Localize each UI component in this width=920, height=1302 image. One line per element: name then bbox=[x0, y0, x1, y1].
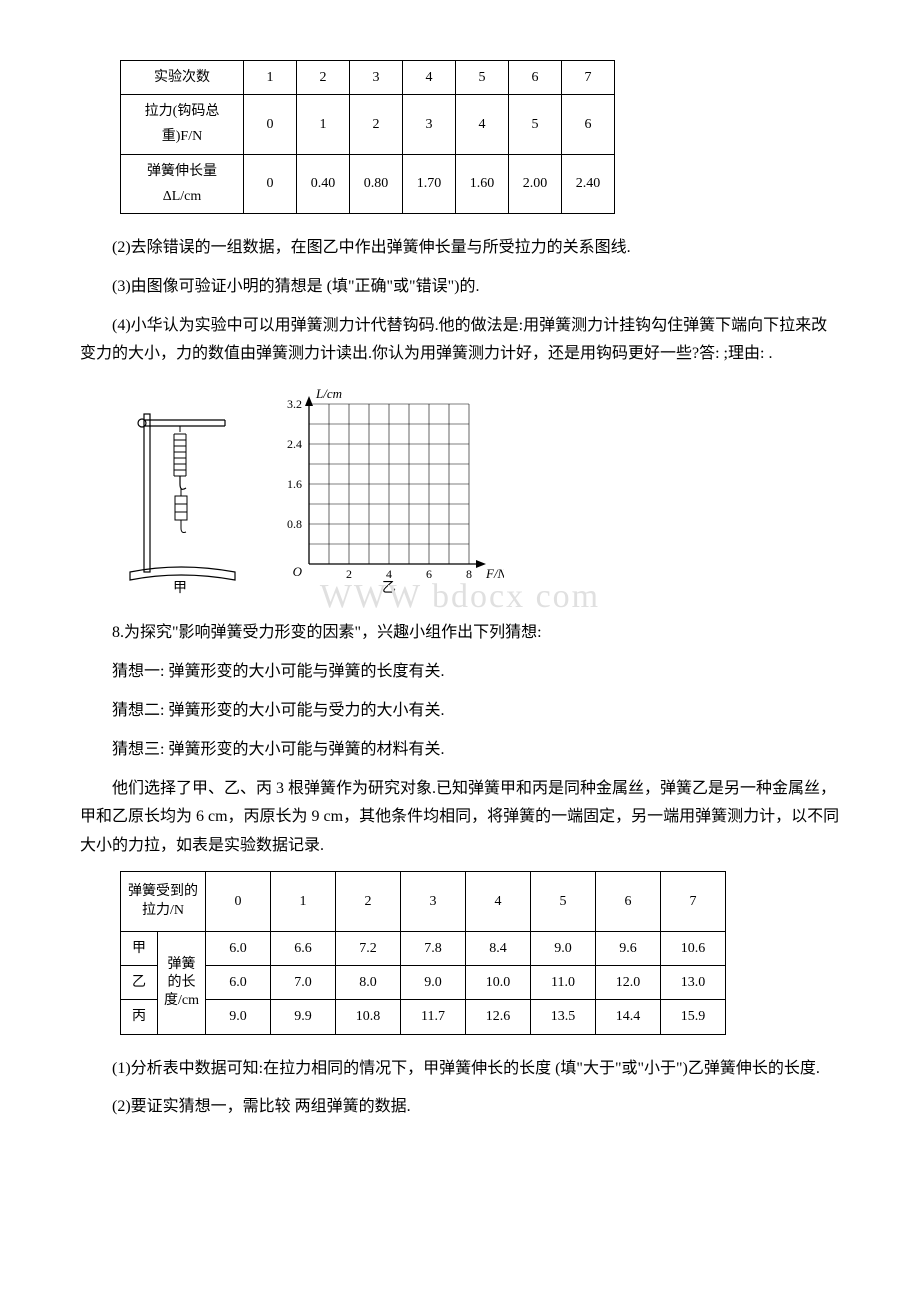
table-cell: 2 bbox=[336, 871, 401, 931]
chart-ylabel: L/cm bbox=[315, 386, 342, 401]
table-cell: 2 bbox=[350, 95, 403, 154]
question-8-intro: 8.为探究"影响弹簧受力形变的因素"，兴趣小组作出下列猜想: bbox=[80, 619, 840, 648]
figure-caption-right: 乙 bbox=[382, 580, 396, 594]
figure-caption-left: 甲 bbox=[173, 581, 187, 594]
row-label-yi: 乙 bbox=[121, 966, 158, 1000]
table-cell: 9.9 bbox=[271, 1000, 336, 1034]
table-cell: 5 bbox=[456, 61, 509, 95]
guess-1: 猜想一: 弹簧形变的大小可能与弹簧的长度有关. bbox=[80, 658, 840, 687]
apparatus-figure: 甲 bbox=[120, 384, 250, 594]
table-cell: 0 bbox=[244, 154, 297, 213]
table-head-cell: 拉力(钩码总重)F/N bbox=[121, 95, 244, 154]
table-cell: 9.6 bbox=[596, 932, 661, 966]
table-head-cell: 弹簧受到的拉力/N bbox=[121, 871, 206, 931]
table-cell: 12.6 bbox=[466, 1000, 531, 1034]
row-label-jia: 甲 bbox=[121, 932, 158, 966]
table-cell: 11.0 bbox=[531, 966, 596, 1000]
ytick: 1.6 bbox=[287, 477, 302, 491]
grid-chart: L/cm 0.8 1.6 bbox=[254, 384, 504, 594]
table-cell: 13.0 bbox=[661, 966, 726, 1000]
chart-origin: O bbox=[293, 564, 303, 579]
xtick: 8 bbox=[466, 567, 472, 581]
table-row: 甲 弹簧的长度/cm 6.0 6.6 7.2 7.8 8.4 9.0 9.6 1… bbox=[121, 932, 726, 966]
table-cell: 1 bbox=[271, 871, 336, 931]
table-cell: 0.40 bbox=[297, 154, 350, 213]
table-cell: 13.5 bbox=[531, 1000, 596, 1034]
table1-wrapper: 实验次数 1 2 3 4 5 6 7 拉力(钩码总重)F/N 0 1 2 3 4… bbox=[120, 60, 840, 214]
question-4: (4)小华认为实验中可以用弹簧测力计代替钩码.他的做法是:用弹簧测力计挂钩勾住弹… bbox=[80, 312, 840, 370]
table-cell: 9.0 bbox=[206, 1000, 271, 1034]
table-cell: 15.9 bbox=[661, 1000, 726, 1034]
question-2: (2)去除错误的一组数据，在图乙中作出弹簧伸长量与所受拉力的关系图线. bbox=[80, 234, 840, 263]
table-row: 弹簧受到的拉力/N 0 1 2 3 4 5 6 7 bbox=[121, 871, 726, 931]
table-cell: 2.40 bbox=[562, 154, 615, 213]
ytick: 3.2 bbox=[287, 397, 302, 411]
chart-xlabel: F/N bbox=[485, 566, 504, 581]
table-cell: 11.7 bbox=[401, 1000, 466, 1034]
guess-3: 猜想三: 弹簧形变的大小可能与弹簧的材料有关. bbox=[80, 736, 840, 765]
table-row: 实验次数 1 2 3 4 5 6 7 bbox=[121, 61, 615, 95]
table-cell: 0 bbox=[244, 95, 297, 154]
table-cell: 6 bbox=[596, 871, 661, 931]
table-cell: 5 bbox=[509, 95, 562, 154]
side-header: 弹簧的长度/cm bbox=[158, 932, 206, 1035]
figure-row: 甲 L/cm bbox=[120, 384, 840, 594]
table-cell: 3 bbox=[350, 61, 403, 95]
table-cell: 6.6 bbox=[271, 932, 336, 966]
table-cell: 10.0 bbox=[466, 966, 531, 1000]
table-cell: 8.0 bbox=[336, 966, 401, 1000]
ytick: 0.8 bbox=[287, 517, 302, 531]
table-cell: 8.4 bbox=[466, 932, 531, 966]
question-8-1: (1)分析表中数据可知:在拉力相同的情况下，甲弹簧伸长的长度 (填"大于"或"小… bbox=[80, 1055, 840, 1084]
table-cell: 14.4 bbox=[596, 1000, 661, 1034]
table-cell: 6 bbox=[509, 61, 562, 95]
xtick: 4 bbox=[386, 567, 392, 581]
table-row: 乙 6.0 7.0 8.0 9.0 10.0 11.0 12.0 13.0 bbox=[121, 966, 726, 1000]
table-cell: 1.60 bbox=[456, 154, 509, 213]
table-cell: 4 bbox=[466, 871, 531, 931]
table-cell: 3 bbox=[403, 95, 456, 154]
guess-2: 猜想二: 弹簧形变的大小可能与受力的大小有关. bbox=[80, 697, 840, 726]
table-row: 丙 9.0 9.9 10.8 11.7 12.6 13.5 14.4 15.9 bbox=[121, 1000, 726, 1034]
xtick: 2 bbox=[346, 567, 352, 581]
table-cell: 9.0 bbox=[401, 966, 466, 1000]
experiment-table-1: 实验次数 1 2 3 4 5 6 7 拉力(钩码总重)F/N 0 1 2 3 4… bbox=[120, 60, 615, 214]
table-cell: 0 bbox=[206, 871, 271, 931]
table-cell: 7.2 bbox=[336, 932, 401, 966]
question-3: (3)由图像可验证小明的猜想是 (填"正确"或"错误")的. bbox=[80, 273, 840, 302]
table-cell: 3 bbox=[401, 871, 466, 931]
table-head-cell: 弹簧伸长量 ΔL/cm bbox=[121, 154, 244, 213]
table-cell: 6.0 bbox=[206, 932, 271, 966]
question-8-body: 他们选择了甲、乙、丙 3 根弹簧作为研究对象.已知弹簧甲和丙是同种金属丝，弹簧乙… bbox=[80, 775, 840, 861]
table-cell: 1.70 bbox=[403, 154, 456, 213]
ytick: 2.4 bbox=[287, 437, 302, 451]
table-cell: 10.6 bbox=[661, 932, 726, 966]
table-cell: 0.80 bbox=[350, 154, 403, 213]
table-cell: 7.8 bbox=[401, 932, 466, 966]
row-label-bing: 丙 bbox=[121, 1000, 158, 1034]
table-cell: 6 bbox=[562, 95, 615, 154]
table-cell: 7.0 bbox=[271, 966, 336, 1000]
table-cell: 10.8 bbox=[336, 1000, 401, 1034]
table-cell: 1 bbox=[297, 95, 350, 154]
table-cell: 4 bbox=[456, 95, 509, 154]
table2-wrapper: 弹簧受到的拉力/N 0 1 2 3 4 5 6 7 甲 弹簧的长度/cm 6.0… bbox=[120, 871, 840, 1035]
experiment-table-2: 弹簧受到的拉力/N 0 1 2 3 4 5 6 7 甲 弹簧的长度/cm 6.0… bbox=[120, 871, 726, 1035]
table-cell: 1 bbox=[244, 61, 297, 95]
table-cell: 2 bbox=[297, 61, 350, 95]
table-cell: 4 bbox=[403, 61, 456, 95]
question-8-2: (2)要证实猜想一，需比较 两组弹簧的数据. bbox=[80, 1093, 840, 1122]
table-row: 弹簧伸长量 ΔL/cm 0 0.40 0.80 1.70 1.60 2.00 2… bbox=[121, 154, 615, 213]
table-cell: 12.0 bbox=[596, 966, 661, 1000]
table-row: 拉力(钩码总重)F/N 0 1 2 3 4 5 6 bbox=[121, 95, 615, 154]
table-cell: 6.0 bbox=[206, 966, 271, 1000]
table-cell: 7 bbox=[562, 61, 615, 95]
table-cell: 7 bbox=[661, 871, 726, 931]
table-cell: 5 bbox=[531, 871, 596, 931]
table-cell: 9.0 bbox=[531, 932, 596, 966]
xtick: 6 bbox=[426, 567, 432, 581]
table-head-cell: 实验次数 bbox=[121, 61, 244, 95]
table-cell: 2.00 bbox=[509, 154, 562, 213]
